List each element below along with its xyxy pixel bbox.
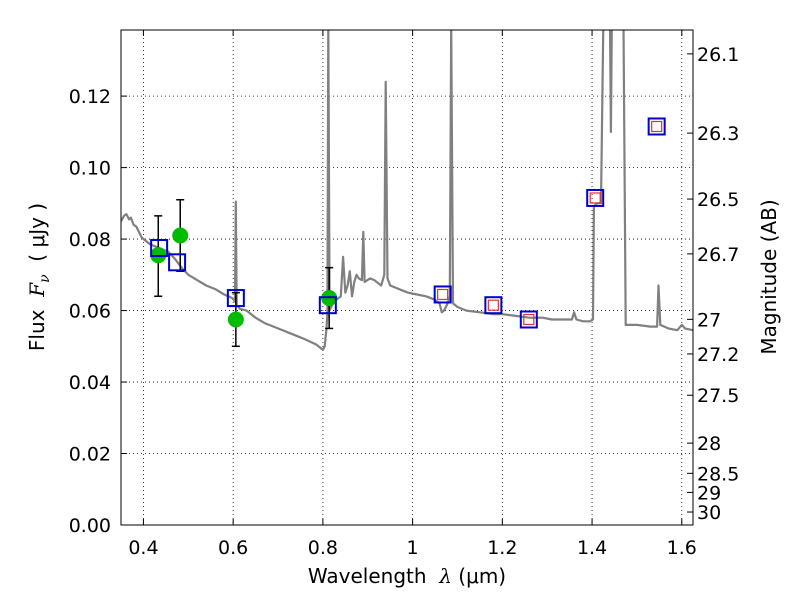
- x-tick-label: 1: [407, 537, 419, 559]
- plot-area-background: [121, 30, 693, 525]
- y-tick-label: 0.12: [69, 86, 111, 108]
- model-square: [647, 117, 666, 136]
- x-axis-title-unit: (μm): [452, 564, 506, 588]
- x-tick-label: 0.6: [218, 537, 248, 559]
- y-tick-label: 0.00: [69, 515, 111, 537]
- band-square: [487, 299, 499, 311]
- band-square: [651, 120, 663, 133]
- x-tick-label: 1.2: [487, 537, 517, 559]
- x-axis-title-symbol: λ: [438, 564, 452, 588]
- band-square: [523, 313, 535, 326]
- observed-point: [227, 311, 244, 328]
- y2-tick-label: 27.2: [697, 344, 739, 366]
- y-tick-label: 0.10: [69, 158, 111, 180]
- model-square: [168, 253, 187, 272]
- model-square: [226, 289, 245, 308]
- y-tick-label: 0.06: [69, 301, 111, 323]
- x-tick-label: 1.4: [577, 537, 607, 559]
- y2-tick-label: 26.5: [697, 189, 739, 211]
- data-layer: [121, 30, 693, 351]
- y2-tick-label: 30: [697, 502, 721, 524]
- grid: [121, 30, 693, 525]
- y2-tick-label: 26.1: [697, 44, 739, 66]
- observed-point: [172, 227, 189, 244]
- x-axis-title: Wavelength λ (μm): [308, 564, 506, 588]
- y-axis-title-symbol: F: [25, 282, 49, 298]
- model-square: [519, 310, 538, 329]
- y-axis-title-unit: ( μJy ): [25, 203, 49, 275]
- y2-tick-label: 29: [697, 482, 721, 504]
- y-tick-label: 0.08: [69, 229, 111, 251]
- y2-axis-title: Magnitude (AB): [757, 199, 781, 354]
- band-square: [437, 288, 449, 301]
- y-axis-title-prefix: Flux: [25, 297, 49, 351]
- y-tick-label: 0.02: [69, 444, 111, 466]
- y2-tick-label: 28: [697, 433, 721, 455]
- plot-frame: [120, 29, 694, 526]
- y-tick-label: 0.04: [69, 372, 111, 394]
- model-square: [150, 239, 169, 258]
- x-tick-label: 0.8: [308, 537, 338, 559]
- x-tick-label: 1.6: [667, 537, 697, 559]
- y-axis-title: Flux Fν ( μJy ): [25, 203, 53, 351]
- model-square: [433, 285, 452, 304]
- y-axis-title-subscript: ν: [37, 274, 53, 283]
- x-axis-title-prefix: Wavelength: [308, 564, 439, 588]
- y2-tick-label: 28.5: [697, 463, 739, 485]
- model-square: [484, 296, 503, 315]
- y2-tick-label: 26.3: [697, 123, 739, 145]
- y2-tick-label: 26.7: [697, 244, 739, 266]
- y2-tick-label: 27: [697, 309, 721, 331]
- model-square: [318, 296, 337, 315]
- model-square: [586, 188, 605, 207]
- x-tick-label: 0.4: [128, 537, 158, 559]
- band-square: [589, 192, 601, 204]
- ticks: 0.4 0.6 0.8 1 1.2 1.4 1.6 0.00 0.02 0.04 0.06 0.08 0…: [69, 30, 739, 559]
- y2-tick-label: 27.5: [697, 385, 739, 407]
